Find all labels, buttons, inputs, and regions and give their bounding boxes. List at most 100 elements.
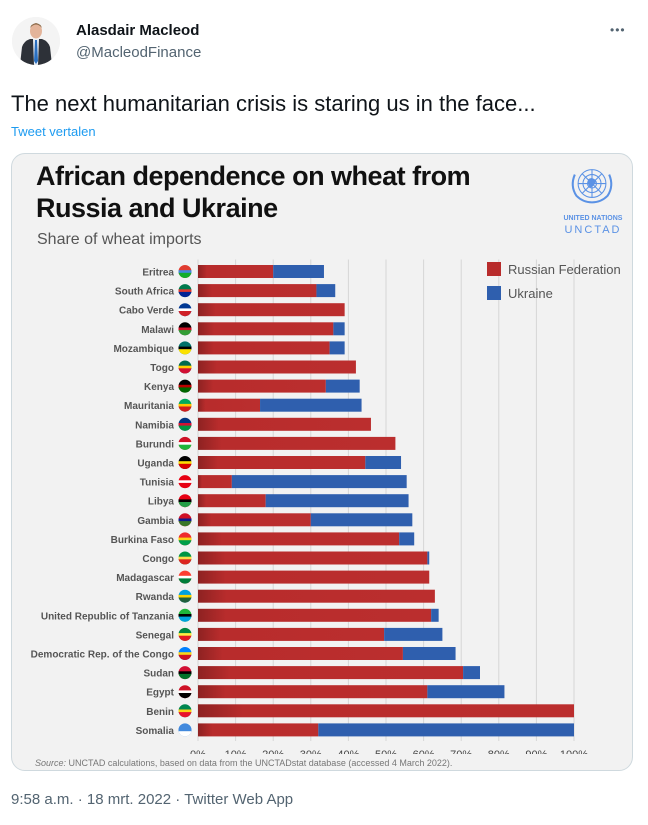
bar-russia [198,627,385,641]
category-label: Madagascar [116,573,174,584]
author-avatar[interactable] [12,17,60,65]
x-tick-label: 90% [525,749,547,754]
country-flag-icon [178,284,192,298]
category-label: Sudan [143,669,174,680]
category-label: Burkina Faso [111,535,174,546]
bar-russia [198,589,435,603]
category-label: Eritrea [142,268,174,279]
chart-title: African dependence on wheat from Russia … [36,160,536,224]
category-label: Mauritania [124,401,174,412]
country-flag-icon [178,666,192,680]
x-tick-label: 100% [560,749,588,754]
country-flag-icon [178,322,192,336]
stacked-bar-chart: Eritrea South Africa Cabo Verde Malawi Mozam… [31,259,621,754]
tweet-media-image[interactable]: African dependence on wheat from Russia … [11,153,633,771]
country-flag-icon [178,475,192,489]
bar-russia [198,456,366,469]
bar-ukraine [427,685,505,699]
category-label: Rwanda [136,592,175,603]
x-tick-label: 70% [450,749,472,754]
country-flag-icon [178,685,192,699]
more-options-button[interactable]: ••• [610,22,626,38]
bar-ukraine [431,608,439,622]
country-flag-icon [178,704,192,718]
bar-russia [198,551,428,565]
country-flag-icon [178,379,192,393]
bar-russia [198,322,334,336]
country-flag-icon [178,265,192,278]
bar-ukraine [399,532,415,546]
category-label: Congo [142,554,174,565]
category-label: Namibia [135,420,174,431]
legend-label: Russian Federation [508,262,621,277]
bar-ukraine [365,456,402,469]
country-flag-icon [178,723,192,737]
chart-title-line-1: African dependence on wheat from [36,161,471,191]
tweet-meta: 9:58 a.m. · 18 mrt. 2022 · Twitter Web A… [11,791,293,809]
bar-russia [198,513,311,527]
country-flag-icon [178,627,192,641]
x-tick-label: 20% [262,749,284,754]
bar-ukraine [318,723,574,737]
category-label: Uganda [137,459,174,470]
category-label: Democratic Rep. of the Congo [31,650,174,661]
category-label: Togo [150,363,174,374]
bar-russia [198,398,261,412]
country-flag-icon [178,341,192,355]
bar-russia [198,436,396,450]
bar-russia [198,704,574,718]
source-label: Source: [35,758,67,768]
author-name[interactable]: Alasdair Macleod [76,22,200,39]
bar-ukraine [384,627,443,641]
category-label: Somalia [136,726,175,737]
category-label: Malawi [141,325,174,336]
category-label: Senegal [136,630,175,641]
country-flag-icon [178,303,192,317]
x-tick-label: 10% [225,749,247,754]
bar-ukraine [273,265,324,278]
category-label: Libya [148,497,175,508]
tweet-source-app[interactable]: Twitter Web App [184,791,294,808]
country-flag-icon [178,647,192,660]
bar-russia [198,532,400,546]
category-label: South Africa [115,287,175,298]
bar-russia [198,417,371,431]
author-handle[interactable]: @MacleodFinance [76,44,202,61]
x-tick-label: 30% [300,749,322,754]
avatar-portrait-icon [12,17,60,65]
bar-russia [198,341,330,355]
country-flag-icon [178,608,192,622]
meta-separator: · [175,791,181,808]
tweet-time[interactable]: 9:58 a.m. [11,791,74,808]
legend-swatch [487,286,501,300]
bar-ukraine [427,551,430,565]
category-label: United Republic of Tanzania [41,611,175,622]
bar-ukraine [260,398,362,412]
chart-title-line-2: Russia and Ukraine [36,193,278,223]
x-tick-label: 80% [488,749,510,754]
bar-russia [198,284,317,298]
bar-russia [198,494,266,508]
country-flag-icon [178,417,192,431]
bar-ukraine [333,322,345,336]
x-tick-label: 40% [337,749,359,754]
bar-russia [198,303,345,317]
chart-source-note: Source: UNCTAD calculations, based on da… [35,757,625,769]
category-label: Benin [146,707,174,718]
bar-russia [198,685,428,699]
country-flag-icon [178,513,192,527]
x-tick-label: 50% [375,749,397,754]
bar-russia [198,360,356,374]
bar-russia [198,723,319,737]
translate-tweet-link[interactable]: Tweet vertalen [11,124,96,139]
category-label: Egypt [146,688,174,699]
country-flag-icon [178,551,192,565]
tweet-date[interactable]: 18 mrt. 2022 [86,791,172,808]
bar-russia [198,475,232,489]
bar-russia [198,608,432,622]
country-flag-icon [178,589,192,603]
category-label: Gambia [137,516,174,527]
bar-ukraine [310,513,413,527]
legend-swatch [487,262,501,276]
tweet-text: The next humanitarian crisis is staring … [11,91,536,116]
